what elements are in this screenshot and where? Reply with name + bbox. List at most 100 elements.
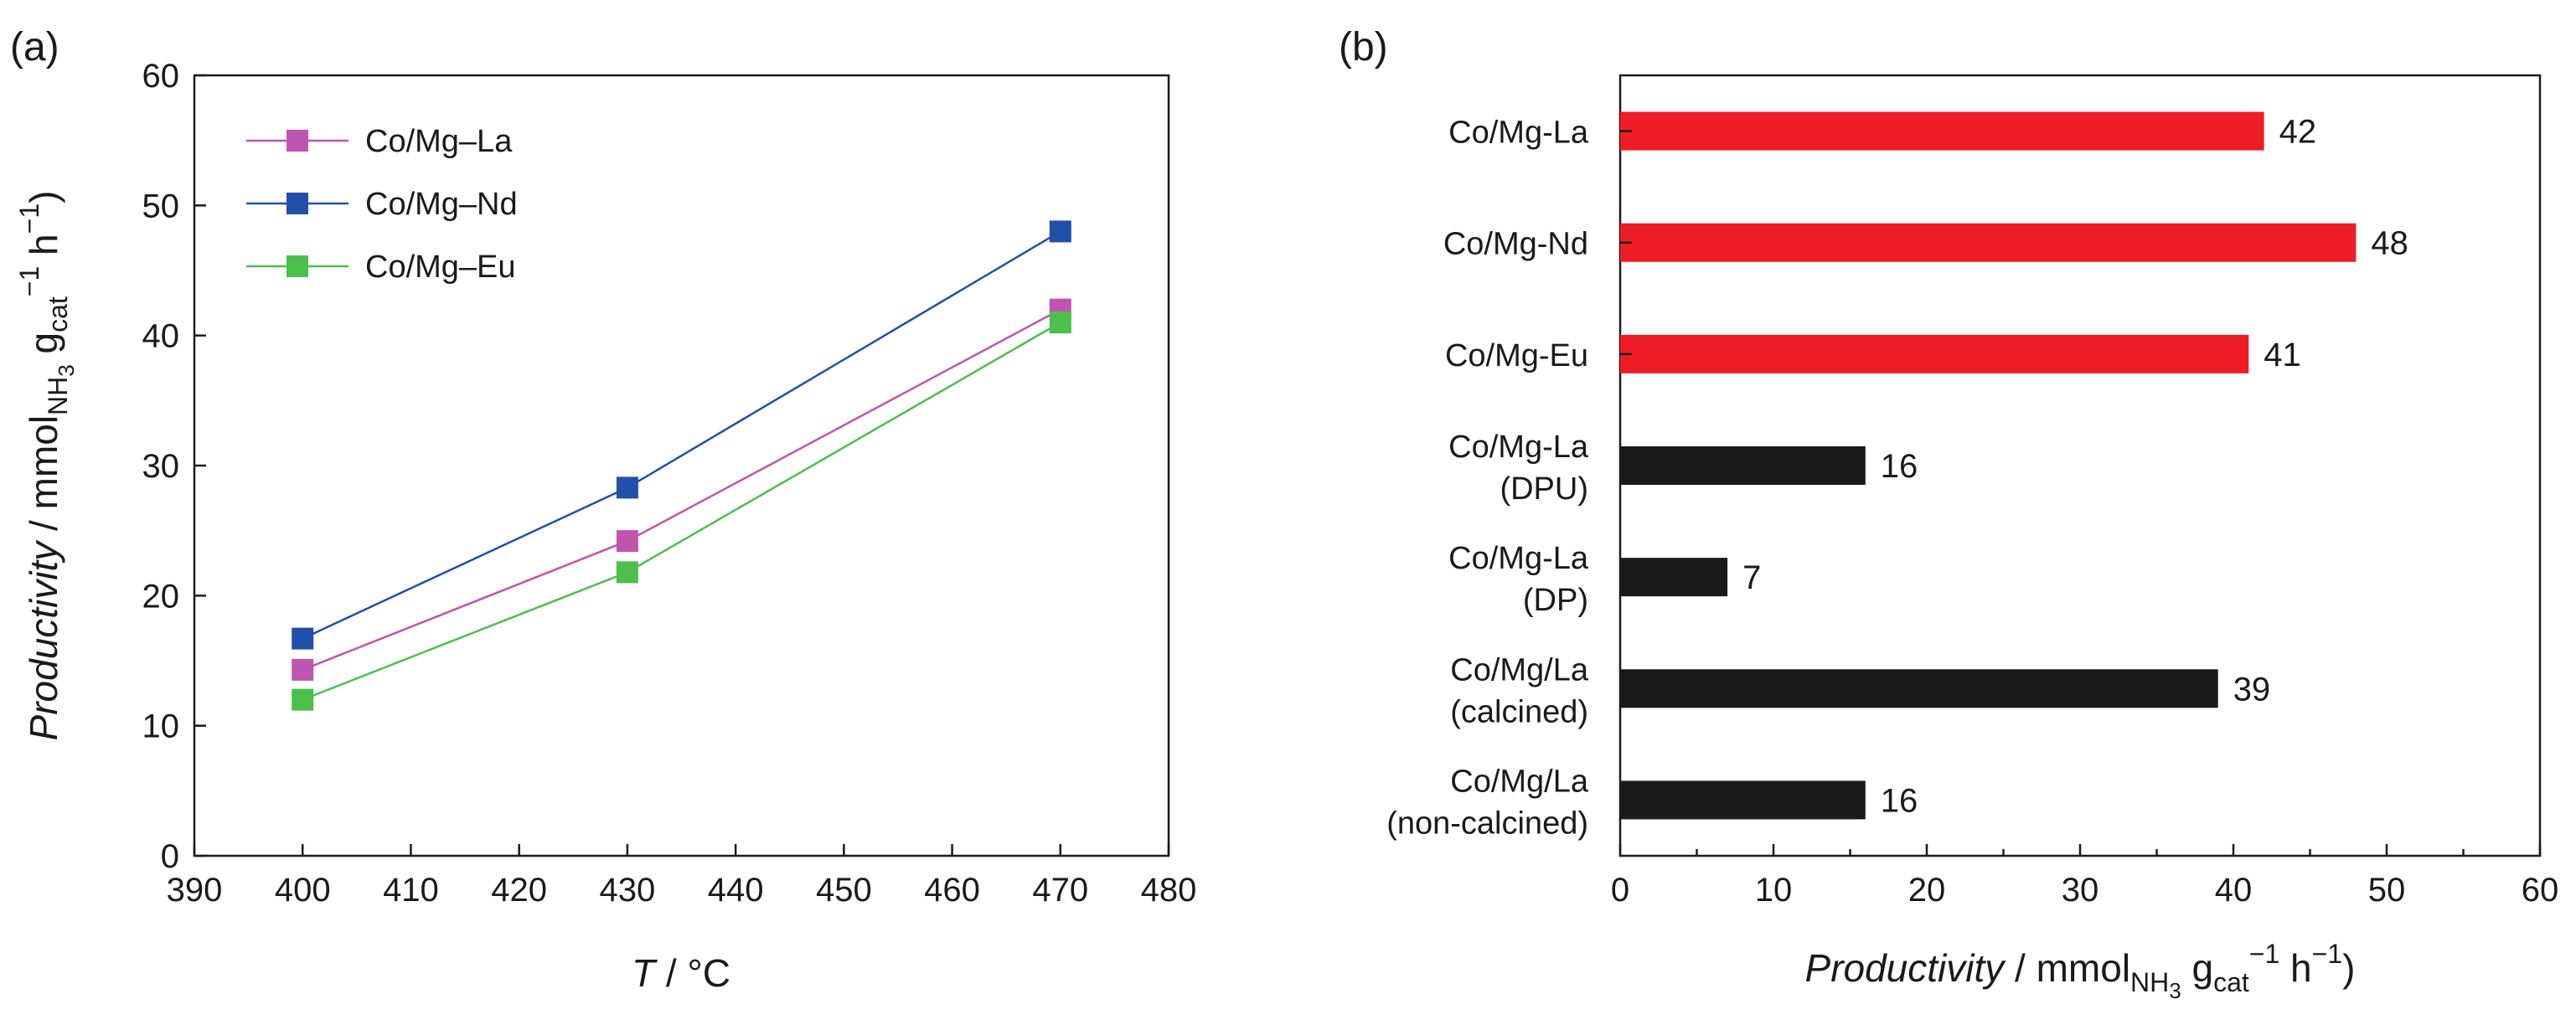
panel-a-y-sub: NH bbox=[43, 377, 73, 415]
x-tick-label: 480 bbox=[1141, 872, 1197, 909]
panel-a-y-sup2: −1 bbox=[14, 203, 44, 234]
legend-marker-co-mg-la bbox=[287, 130, 308, 152]
legend-marker-co-mg-eu bbox=[287, 255, 308, 277]
data-point-co-mg-eu bbox=[1049, 312, 1071, 334]
x-tick-label: 460 bbox=[924, 872, 980, 909]
x-tick-label: 430 bbox=[600, 872, 656, 909]
series-line-co-mg-la bbox=[302, 308, 1061, 672]
bar bbox=[1620, 111, 2264, 151]
bar-value-label: 48 bbox=[2371, 225, 2408, 262]
panel-a-label: (a) bbox=[10, 25, 59, 70]
bar-value-label: 7 bbox=[1742, 559, 1761, 596]
x-tick-label: 60 bbox=[2522, 872, 2559, 909]
panel-b-x-close: ) bbox=[2342, 946, 2355, 990]
y-tick-label: 60 bbox=[142, 58, 180, 95]
bar-value-label: 16 bbox=[1881, 782, 1918, 819]
legend-label-co-mg-eu: Co/Mg–Eu bbox=[365, 250, 516, 285]
y-tick-label: 50 bbox=[142, 188, 180, 224]
x-tick-label: 50 bbox=[2368, 872, 2406, 909]
panel-b-bar-chart: (b) 0 10 20 30 40 50 60 42 48 41 16 7 39 16 Co/Mg-La… bbox=[1339, 25, 2558, 1003]
category-sublabel: (DPU) bbox=[1500, 471, 1588, 507]
x-tick-label: 10 bbox=[1755, 872, 1793, 909]
panel-b-label: (b) bbox=[1339, 25, 1388, 70]
series-line-co-mg-nd bbox=[302, 230, 1061, 640]
y-tick-label: 20 bbox=[142, 578, 180, 615]
data-point-co-mg-la bbox=[616, 530, 638, 553]
x-tick-label: 390 bbox=[167, 872, 223, 909]
data-point-co-mg-eu bbox=[616, 561, 638, 584]
category-label: Co/Mg/La bbox=[1450, 764, 1589, 799]
panel-a-y-axis-label: Productivity / mmolNH3 gcat−1 h−1) bbox=[14, 191, 79, 741]
panel-a-y-close: ) bbox=[22, 191, 65, 203]
x-tick-label: 400 bbox=[275, 872, 331, 909]
x-tick-label: 0 bbox=[1611, 872, 1629, 909]
panel-a-x-unit: / °C bbox=[655, 951, 730, 995]
panel-b-x-sub: NH bbox=[2130, 967, 2169, 997]
bar bbox=[1620, 669, 2218, 708]
panel-b-bars: 42 48 41 16 7 39 16 bbox=[1620, 111, 2408, 820]
panel-b-category-labels: Co/Mg-La Co/Mg-Nd Co/Mg-Eu Co/Mg-La (DPU) Co/… bbox=[1386, 116, 1589, 842]
bar-value-label: 41 bbox=[2264, 337, 2301, 373]
panel-b-x-var: Productivity bbox=[1805, 946, 2007, 990]
y-tick-label: 30 bbox=[142, 448, 180, 485]
panel-b-x-axis-label: Productivity / mmolNH3 gcat−1 h−1) bbox=[1805, 939, 2356, 1003]
category-label: Co/Mg-Nd bbox=[1443, 227, 1588, 262]
y-tick-label: 10 bbox=[142, 708, 180, 745]
panel-b-x-sub-cat: cat bbox=[2213, 967, 2249, 997]
panel-a-plot-frame bbox=[193, 74, 1170, 857]
x-tick-label: 40 bbox=[2215, 872, 2253, 909]
panel-a-y-ticks: 0 10 20 30 40 50 60 bbox=[142, 58, 206, 875]
category-sublabel: (DP) bbox=[1523, 583, 1588, 618]
panel-a-y-sub-digit: 3 bbox=[54, 364, 79, 376]
data-point-co-mg-la bbox=[292, 658, 314, 681]
panel-b-x-g: g bbox=[2181, 946, 2213, 990]
panel-b-x-sup: −1 bbox=[2249, 939, 2279, 969]
panel-a-x-axis-label: T / °C bbox=[632, 951, 730, 995]
category-label: Co/Mg-La bbox=[1448, 430, 1589, 465]
panel-a-x-var: T bbox=[632, 951, 658, 995]
bar bbox=[1620, 558, 1728, 597]
panel-a-y-sub-cat: cat bbox=[43, 296, 73, 332]
panel-b-x-unit: / mmol bbox=[2004, 946, 2130, 990]
data-point-co-mg-nd bbox=[616, 476, 638, 499]
panel-a-y-g: g bbox=[22, 332, 65, 364]
category-label: Co/Mg/La bbox=[1450, 652, 1589, 687]
panel-a-series bbox=[292, 220, 1071, 711]
panel-a-y-h: h bbox=[22, 234, 65, 265]
legend-label-co-mg-nd: Co/Mg–Nd bbox=[365, 187, 518, 222]
x-tick-label: 440 bbox=[708, 872, 764, 909]
panel-b-x-ticks: 0 10 20 30 40 50 60 bbox=[1611, 844, 2558, 909]
category-label: Co/Mg-Eu bbox=[1445, 338, 1588, 373]
bar bbox=[1620, 223, 2357, 262]
x-tick-label: 30 bbox=[2062, 872, 2099, 909]
bar bbox=[1620, 446, 1866, 485]
category-sublabel: (non-calcined) bbox=[1386, 806, 1588, 841]
panel-a-line-chart: (a) 0 10 20 30 40 50 60 390 400 410 420 430 440 450 4… bbox=[10, 25, 1196, 995]
y-tick-label: 0 bbox=[161, 838, 179, 875]
data-point-co-mg-eu bbox=[292, 688, 314, 711]
panel-a-x-ticks: 390 400 410 420 430 440 450 460 470 480 bbox=[167, 844, 1197, 909]
y-tick-label: 40 bbox=[142, 318, 180, 355]
panel-b-x-sup2: −1 bbox=[2312, 939, 2342, 969]
bar bbox=[1620, 780, 1866, 820]
panel-a-y-var: Productivity bbox=[22, 539, 65, 741]
data-point-co-mg-nd bbox=[292, 627, 314, 650]
panel-b-x-sub-digit: 3 bbox=[2169, 978, 2181, 1003]
category-label: Co/Mg-La bbox=[1448, 541, 1589, 576]
bar-value-label: 16 bbox=[1881, 448, 1918, 485]
legend-label-co-mg-la: Co/Mg–La bbox=[365, 124, 513, 159]
data-point-co-mg-nd bbox=[1049, 220, 1071, 243]
x-tick-label: 420 bbox=[491, 872, 547, 909]
x-tick-label: 470 bbox=[1032, 872, 1088, 909]
panel-a-y-unit: / mmol bbox=[22, 415, 65, 542]
legend-marker-co-mg-nd bbox=[287, 193, 308, 214]
panel-b-x-h: h bbox=[2279, 946, 2311, 990]
x-tick-label: 20 bbox=[1908, 872, 1946, 909]
bar-value-label: 39 bbox=[2233, 671, 2271, 708]
bar bbox=[1620, 334, 2249, 373]
x-tick-label: 410 bbox=[383, 872, 439, 909]
category-label: Co/Mg-La bbox=[1448, 116, 1589, 151]
panel-a-y-sup: −1 bbox=[14, 266, 44, 296]
panel-a-legend: Co/Mg–La Co/Mg–Nd Co/Mg–Eu bbox=[246, 124, 518, 285]
